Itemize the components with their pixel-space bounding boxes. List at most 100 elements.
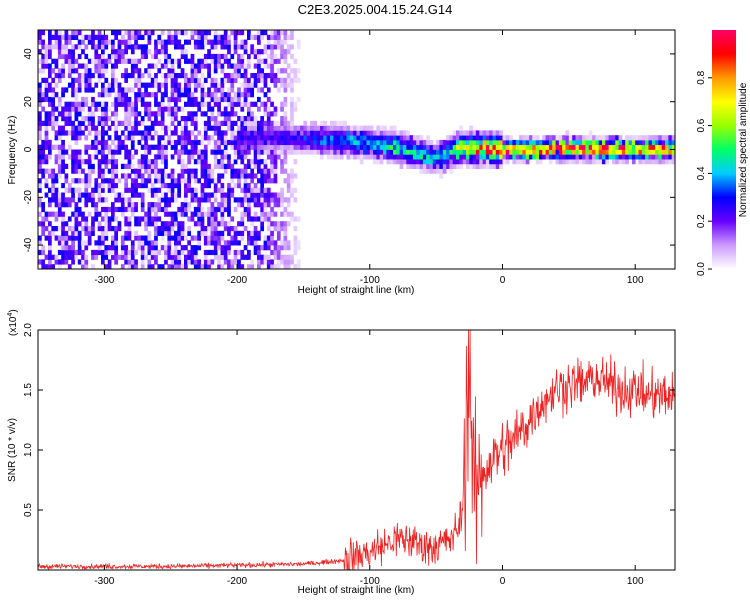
heatmap-cell bbox=[164, 87, 168, 93]
heatmap-cell bbox=[177, 173, 182, 179]
heatmap-cell bbox=[130, 202, 135, 208]
heatmap-cell bbox=[449, 139, 454, 146]
heatmap-cell bbox=[174, 125, 178, 131]
heatmap-cell bbox=[276, 120, 281, 126]
heatmap-cell bbox=[582, 144, 586, 150]
heatmap-cell bbox=[233, 249, 238, 256]
heatmap-cell bbox=[217, 111, 221, 117]
heatmap-cell bbox=[114, 92, 119, 98]
heatmap-cell bbox=[74, 221, 79, 227]
heatmap-cell bbox=[286, 259, 291, 265]
heatmap-cell bbox=[154, 202, 158, 208]
heatmap-cell bbox=[84, 135, 89, 141]
heatmap-cell bbox=[157, 178, 162, 184]
heatmap-cell bbox=[233, 77, 238, 83]
heatmap-cell bbox=[422, 139, 427, 146]
heatmap-cell bbox=[134, 202, 138, 208]
heatmap-cell bbox=[572, 149, 576, 155]
heatmap-cell bbox=[621, 154, 626, 160]
heatmap-cell bbox=[217, 221, 221, 227]
heatmap-cell bbox=[61, 139, 65, 146]
heatmap-cell bbox=[283, 149, 288, 155]
heatmap-cell bbox=[111, 49, 115, 55]
heatmap-cell bbox=[270, 235, 274, 241]
heatmap-cell bbox=[462, 130, 467, 136]
heatmap-cell bbox=[462, 159, 467, 165]
heatmap-cell bbox=[134, 235, 138, 241]
heatmap-cell bbox=[621, 159, 626, 165]
heatmap-cell bbox=[436, 139, 440, 146]
heatmap-cell bbox=[233, 154, 238, 160]
heatmap-cell bbox=[638, 139, 643, 146]
heatmap-cell bbox=[266, 120, 271, 126]
heatmap-cell bbox=[87, 58, 92, 64]
heatmap-cell bbox=[266, 125, 271, 131]
heatmap-cell bbox=[237, 149, 241, 155]
heatmap-cell bbox=[104, 211, 109, 217]
heatmap-cell bbox=[101, 58, 105, 64]
heatmap-cell bbox=[114, 245, 119, 251]
heatmap-cell bbox=[48, 144, 52, 150]
heatmap-cell bbox=[147, 106, 152, 112]
heatmap-cell bbox=[160, 230, 165, 236]
heatmap-cell bbox=[84, 77, 89, 83]
heatmap-cell bbox=[190, 120, 195, 126]
heatmap-cell bbox=[300, 130, 304, 136]
heatmap-cell bbox=[429, 168, 434, 174]
heatmap-cell bbox=[97, 53, 102, 60]
heatmap-cell bbox=[671, 149, 675, 155]
heatmap-cell bbox=[120, 254, 125, 260]
heatmap-cell bbox=[602, 139, 606, 146]
heatmap-cell bbox=[87, 87, 92, 93]
heatmap-cell bbox=[193, 235, 198, 241]
heatmap-cell bbox=[243, 73, 248, 79]
heatmap-cell bbox=[107, 245, 112, 251]
heatmap-cell bbox=[48, 249, 52, 256]
heatmap-cell bbox=[276, 87, 281, 93]
heatmap-cell bbox=[247, 139, 251, 146]
heatmap-cell bbox=[233, 240, 238, 246]
heatmap-cell bbox=[134, 77, 138, 83]
heatmap-cell bbox=[44, 178, 49, 184]
heatmap-cell bbox=[286, 197, 291, 203]
heatmap-cell bbox=[147, 221, 152, 227]
heatmap-cell bbox=[286, 240, 291, 246]
heatmap-cell bbox=[237, 58, 241, 64]
heatmap-cell bbox=[316, 125, 321, 131]
heatmap-cell bbox=[250, 116, 255, 122]
heatmap-cell bbox=[107, 58, 112, 64]
heatmap-cell bbox=[71, 163, 75, 169]
heatmap-cell bbox=[120, 240, 125, 246]
heatmap-cell bbox=[257, 163, 261, 169]
heatmap-cell bbox=[220, 230, 225, 236]
heatmap-cell bbox=[51, 92, 56, 98]
heatmap-cell bbox=[283, 77, 288, 83]
heatmap-cell bbox=[651, 159, 656, 165]
heatmap-cell bbox=[81, 254, 85, 260]
heatmap-cell bbox=[87, 178, 92, 184]
heatmap-cell bbox=[283, 221, 288, 227]
heatmap-cell bbox=[64, 249, 69, 256]
heatmap-cell bbox=[187, 216, 192, 222]
heatmap-cell bbox=[220, 39, 225, 45]
heatmap-cell bbox=[270, 34, 274, 40]
heatmap-cell bbox=[200, 154, 205, 160]
heatmap-cell bbox=[150, 30, 155, 36]
heatmap-cell bbox=[54, 197, 59, 203]
y-tick-label: -40 bbox=[23, 237, 34, 252]
heatmap-cell bbox=[582, 154, 586, 160]
heatmap-cell bbox=[266, 197, 271, 203]
heatmap-cell bbox=[200, 159, 205, 165]
heatmap-cell bbox=[164, 139, 168, 146]
heatmap-cell bbox=[147, 92, 152, 98]
heatmap-cell bbox=[303, 135, 308, 141]
heatmap-cell bbox=[104, 63, 109, 69]
heatmap-cell bbox=[233, 259, 238, 265]
heatmap-cell bbox=[144, 183, 148, 189]
heatmap-cell bbox=[260, 68, 265, 74]
heatmap-cell bbox=[51, 183, 56, 189]
heatmap-cell bbox=[187, 154, 192, 160]
heatmap-cell bbox=[266, 202, 271, 208]
heatmap-cell bbox=[61, 130, 65, 136]
heatmap-cell bbox=[223, 58, 228, 64]
